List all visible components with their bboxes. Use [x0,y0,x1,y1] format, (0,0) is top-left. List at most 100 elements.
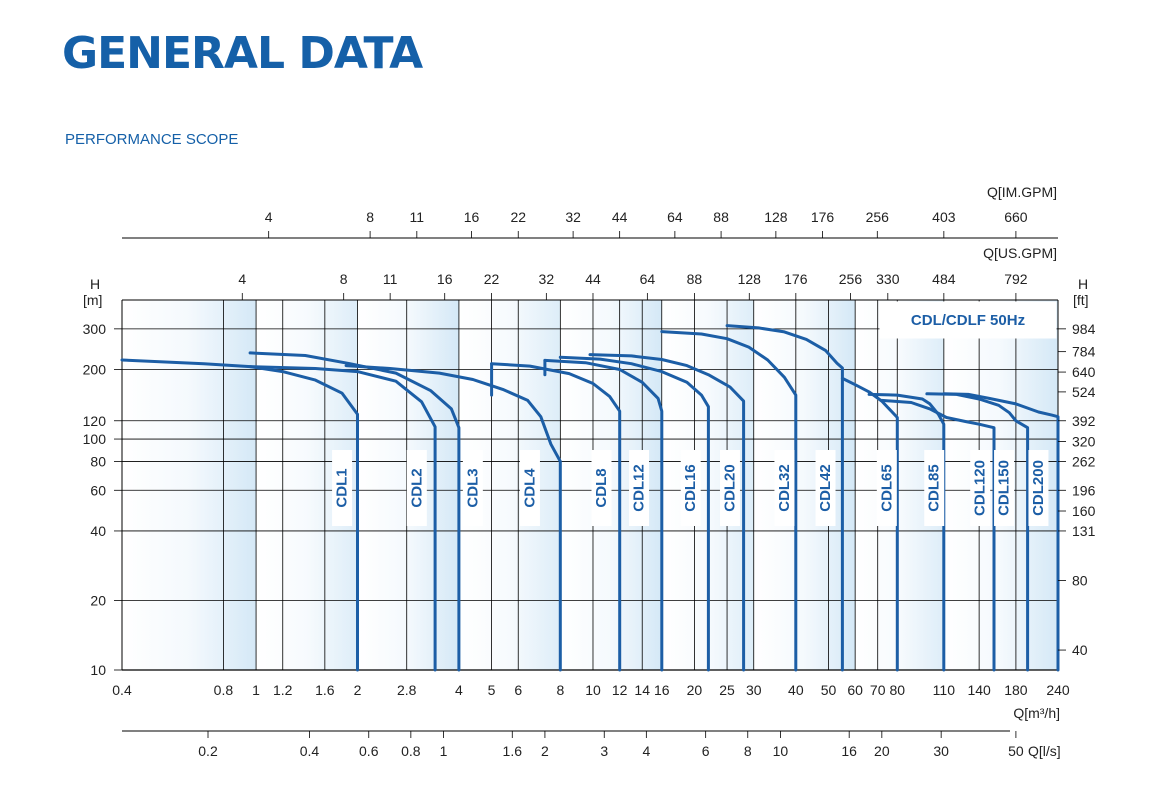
curve-cdl1 [120,358,359,672]
y-tick-label-m: 300 [83,321,107,337]
axis-ls-tick-label: 0.2 [198,743,218,759]
series-label-cdl12: CDL12 [631,464,648,512]
series-label-bg [970,450,991,526]
axis-im-tick-label: 660 [1004,209,1028,225]
series-label-bg [719,450,740,526]
series-label-cdl16: CDL16 [682,464,699,512]
axis-ls-tick-label: 8 [744,743,752,759]
axis-ls-tick-label: 1.6 [503,743,523,759]
axis-im-tick-label: 64 [667,209,683,225]
y-tick-label-m: 120 [83,413,107,429]
x-tick-label-m3h: 2.8 [397,682,417,698]
x-tick-label-m3h: 5 [488,682,496,698]
x-tick-label-m3h: 1.6 [315,682,335,698]
y-tick-label-ft: 80 [1072,573,1088,589]
y-tick-label-m: 20 [90,592,106,608]
y-tick-label-m: 60 [90,482,106,498]
axis-ls-tick-label: 0.6 [359,743,379,759]
axis-ls-tick-label: 2 [541,743,549,759]
series-label-cdl32: CDL32 [776,464,793,512]
series-label-bg [924,450,945,526]
y-tick-label-m: 10 [90,662,106,678]
series-label-bg [519,450,540,526]
axis-im-tick-label: 128 [764,209,788,225]
series-label-cdl42: CDL42 [817,464,834,512]
y-tick-label-ft: 262 [1072,453,1096,469]
series-label-bg [591,450,612,526]
y-tick-label-ft: 524 [1072,384,1096,400]
x-tick-label-m3h: 50 [821,682,837,698]
x-tick-label-m3h: 140 [967,682,991,698]
axis-us-tick-label: 256 [839,271,863,287]
axis-im-tick-label: 22 [510,209,526,225]
axis-us-tick-label: 484 [932,271,956,287]
legend-box [879,301,1057,339]
page-title: GENERAL DATA [62,28,423,79]
y-tick-label-m: 200 [83,362,107,378]
x-tick-label-m3h: 25 [719,682,735,698]
axis-us-tick-label: 128 [738,271,762,287]
plot-band [122,300,257,670]
x-tick-label-m3h: 6 [514,682,522,698]
axis-im-tick-label: 88 [713,209,729,225]
series-label-bg [1028,450,1049,526]
axis-ls-tick-label: 4 [642,743,650,759]
y-tick-label-m: 100 [83,431,107,447]
axis-im-tick-label: 4 [265,209,273,225]
axis-ls-tick-label: 0.8 [401,743,421,759]
y-axis-right-label-2: [ft] [1073,292,1089,308]
x-tick-label-m3h: 20 [687,682,703,698]
axes: 1020406080100120200300H[m]40801311601962… [83,184,1096,759]
x-tick-label-m3h: 30 [746,682,762,698]
legend-text: CDL/CDLF 50Hz [911,312,1025,329]
series-label-bg [332,450,353,526]
axis-ls-tick-label: 30 [933,743,949,759]
x-tick-label-m3h: 0.4 [112,682,132,698]
y-tick-label-ft: 320 [1072,434,1096,450]
series-label-cdl20: CDL20 [721,464,738,512]
series-label-bg [815,450,836,526]
axis-ls-label: Q[l/s] [1028,743,1061,759]
series-label-bg [629,450,650,526]
axis-ls-tick-label: 1 [440,743,448,759]
series-label-cdl3: CDL3 [464,468,481,507]
y-tick-label-ft: 984 [1072,321,1096,337]
series-label-cdl1: CDL1 [334,468,351,507]
axis-ls-tick-label: 10 [773,743,789,759]
axis-im-tick-label: 403 [932,209,956,225]
axis-ls-tick-label: 6 [702,743,710,759]
axis-ls-tick-label: 20 [874,743,890,759]
series-label-cdl2: CDL2 [408,468,425,507]
axis-im-tick-label: 176 [811,209,835,225]
series-label-cdl65: CDL65 [878,464,895,512]
pump-curves [120,324,1060,672]
page-subtitle: PERFORMANCE SCOPE [65,131,239,148]
x-tick-label-m3h: 40 [788,682,804,698]
y-tick-label-m: 40 [90,523,106,539]
axis-us-label: Q[US.GPM] [983,245,1057,261]
series-label-bg [774,450,795,526]
y-tick-label-ft: 784 [1072,344,1096,360]
x-tick-label-m3h: 60 [847,682,863,698]
x-tick-label-m3h: 14 [634,682,650,698]
axis-ls-tick-label: 0.4 [300,743,320,759]
curve-cdl16 [558,355,710,672]
curve-cdl3 [248,351,461,672]
x-tick-label-m3h: 10 [585,682,601,698]
series-label-bg [680,450,701,526]
curve-cdl12_main [543,358,664,672]
series-label-bg [876,450,897,526]
y-tick-label-ft: 160 [1072,503,1096,519]
series-label-cdl200: CDL200 [1030,460,1047,516]
x-tick-label-m3h: 180 [1004,682,1028,698]
axis-im-tick-label: 256 [866,209,890,225]
curve-cdl42 [725,324,844,672]
curve-cdl4 [344,364,562,672]
axis-ls-tick-label: 50 [1008,743,1024,759]
axis-im-tick-label: 44 [612,209,628,225]
axis-us-tick-label: 4 [238,271,246,287]
axis-us-tick-label: 32 [539,271,555,287]
x-tick-label-m3h: 4 [455,682,463,698]
